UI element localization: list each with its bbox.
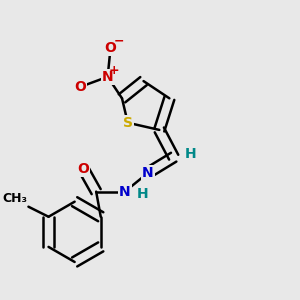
Text: +: + (109, 64, 119, 77)
Text: N: N (119, 184, 131, 199)
Text: O: O (77, 162, 89, 176)
Text: −: − (113, 34, 124, 47)
Text: N: N (102, 70, 113, 84)
Text: N: N (142, 166, 154, 180)
Text: O: O (74, 80, 86, 94)
Text: S: S (123, 116, 133, 130)
Text: H: H (136, 188, 148, 202)
Text: CH₃: CH₃ (2, 192, 27, 205)
Text: O: O (105, 41, 116, 55)
Text: H: H (184, 147, 196, 161)
